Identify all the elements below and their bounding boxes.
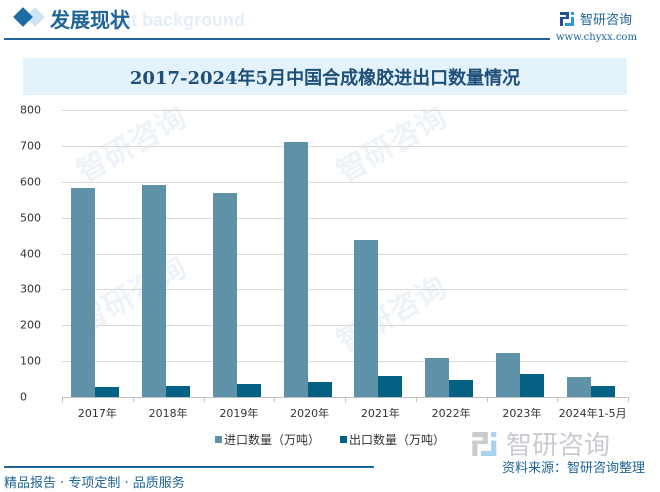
y-tick-label: 800 [20,103,41,117]
import-bar [566,376,591,397]
x-tick-label: 2021年 [360,407,400,420]
section-title: 发展现状 [50,8,130,32]
x-tick-mark [486,397,488,402]
import-bar [212,192,237,397]
logo-icon [560,11,574,26]
import-swatch-icon [214,436,222,443]
x-tick-mark [203,397,205,402]
x-tick-mark [557,397,559,402]
export-bar [95,386,120,397]
y-tick-label: 600 [20,175,41,189]
x-tick-mark [415,397,417,402]
data-source: 资料来源：智研咨询整理 [502,461,646,476]
y-tick-label: 400 [20,247,41,260]
import-bar [425,357,450,397]
import-bar [142,184,167,397]
legend-item-export: 出口数量（万吨） [340,431,445,448]
watermark-logo-icon [472,431,497,456]
x-tick-label: 2024年1-5月 [558,407,627,420]
export-bar [449,379,474,397]
legend-export-label: 出口数量（万吨） [349,433,446,447]
gridline [62,181,628,183]
y-tick-label: 300 [20,282,41,296]
gridline [62,253,628,255]
gridline [62,145,628,147]
watermark-logo: 智研咨询 [472,425,610,462]
logo-text: 智研咨询 [580,13,633,28]
plot-area [62,110,628,397]
chart-title: 2017-2024年5月中国合成橡胶进出口数量情况 [129,67,521,89]
export-bar [590,385,615,397]
y-tick-label: 700 [20,139,41,153]
gridline [62,325,628,327]
legend-import-label: 进口数量（万吨） [223,433,320,447]
export-bar [166,385,191,397]
export-swatch-icon [340,436,347,443]
chart-legend: 进口数量（万吨） 出口数量（万吨） [0,431,660,448]
x-tick-mark [132,397,134,402]
legend-item-import: 进口数量（万吨） [214,431,320,448]
x-tick-mark [274,397,276,402]
y-tick-label: 0 [20,390,27,404]
export-bar [519,373,544,397]
export-bar [307,381,332,397]
y-tick-label: 500 [20,211,41,225]
x-tick-label: 2019年 [219,407,259,420]
import-bar [71,187,96,397]
x-tick-label: 2017年 [77,407,117,420]
gridline [62,110,628,111]
x-tick-label: 2022年 [431,407,471,420]
footer-divider [4,466,374,468]
gridline [62,361,628,363]
gridline [62,289,628,291]
header-divider [4,38,550,40]
brand-logo: 智研咨询 [560,9,632,28]
x-tick-mark [628,397,629,402]
x-tick-label: 2018年 [148,407,188,420]
x-tick-label: 2020年 [290,407,330,420]
import-bar [495,352,520,397]
gridline [62,217,628,219]
header-ghost-text: ent background [110,10,246,30]
chart-title-box: 2017-2024年5月中国合成橡胶进出口数量情况 [23,58,627,95]
import-bar [354,239,379,397]
export-bar [236,384,261,397]
x-tick-mark [345,397,346,402]
x-tick-label: 2023年 [502,407,542,420]
export-bar [378,375,403,397]
header-diamond-icon [13,7,33,27]
logo-url: www.chyxx.com [556,32,637,43]
import-bar [283,141,308,397]
x-tick-mark [62,397,63,402]
y-tick-label: 200 [20,318,41,332]
y-tick-label: 100 [20,354,41,368]
footer-slogan: 精品报告 · 专项定制 · 品质服务 [4,476,185,491]
watermark-logo-text: 智研咨询 [506,431,611,461]
